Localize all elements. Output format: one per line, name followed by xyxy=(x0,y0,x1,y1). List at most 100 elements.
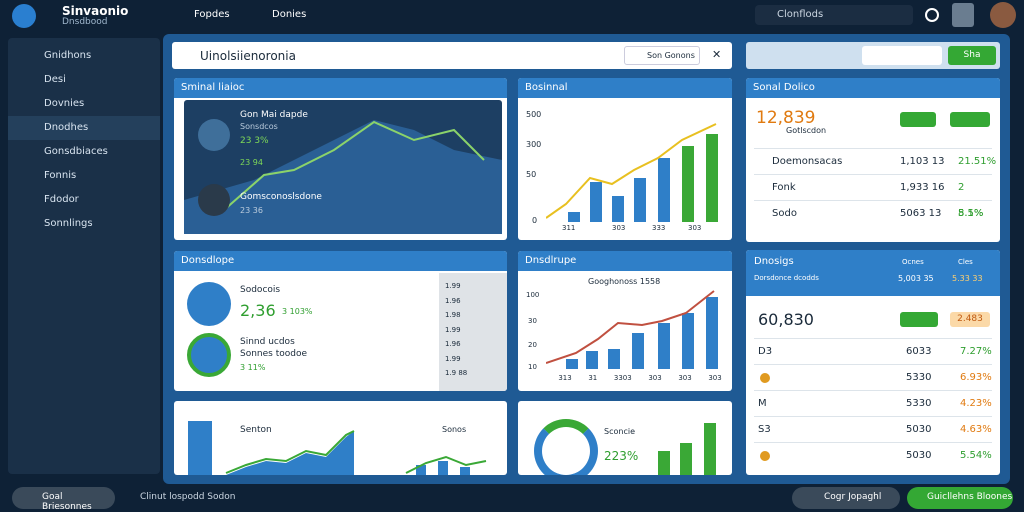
y-tick-label: 10 xyxy=(528,363,537,371)
table-row: D3 6033 7.27% xyxy=(754,338,992,364)
action-button[interactable]: Sha xyxy=(948,46,996,65)
panel-title: Dnsdlrupe xyxy=(518,251,732,271)
cell: 5030 xyxy=(906,450,932,461)
x-axis: 313 31 3303 303 303 303 xyxy=(550,374,730,382)
cell: 5330 xyxy=(906,372,932,383)
button[interactable] xyxy=(900,312,938,327)
donut xyxy=(534,419,598,475)
menu-item[interactable]: Sonnlings xyxy=(44,218,93,229)
menu-item[interactable]: Dovnies xyxy=(44,98,85,109)
change: 3 103% xyxy=(282,307,313,316)
x-tick-label: 3303 xyxy=(613,374,632,382)
bottom-button[interactable]: Guicllehns Bloones xyxy=(907,487,1013,509)
panel: Sconcie 223% xyxy=(518,401,732,475)
cell: 5,003 35 xyxy=(898,274,934,283)
cell: 1,933 16 xyxy=(900,182,945,193)
column-header: Cles xyxy=(958,258,973,266)
cell: 5.54% xyxy=(960,450,992,461)
panel-title: Sminal liaioc xyxy=(174,78,507,98)
cell: 6.93% xyxy=(960,372,992,383)
status-icon[interactable] xyxy=(925,8,939,22)
person-name: Gomsconoslsdone xyxy=(240,192,322,202)
menu-item[interactable]: Gnidhons xyxy=(44,50,92,61)
stat: 23 3% xyxy=(240,136,269,146)
panel-title: Bosinnal xyxy=(518,78,732,98)
button[interactable] xyxy=(900,112,936,127)
logo xyxy=(12,4,36,28)
cell: 4.63% xyxy=(960,424,992,435)
status-text: Clinut lospodd Sodon xyxy=(140,492,236,502)
panel: Dnosigs Ocnes Cles Dorsdonce dcodds 5,00… xyxy=(746,250,1000,475)
panel: Senton Sonos xyxy=(174,401,507,475)
y-tick-label: 300 xyxy=(526,140,542,149)
value: 2,36 xyxy=(240,301,276,320)
column-header: Ocnes xyxy=(902,258,924,266)
list-item: 1.96 xyxy=(445,296,461,305)
action-bar: Sha xyxy=(746,42,1000,69)
panel: Bosinnal 500 300 50 0 311 303 333 303 xyxy=(518,78,732,240)
label: Sonos xyxy=(442,425,467,434)
cell: Sodo xyxy=(772,208,797,219)
nav-item[interactable]: Fopdes xyxy=(194,9,230,20)
donut xyxy=(187,282,231,326)
panel-title: Donsdlope xyxy=(174,251,507,271)
bar-chart xyxy=(546,123,718,222)
close-button[interactable]: ✕ xyxy=(712,48,722,61)
list-item: 1.99 xyxy=(445,325,461,334)
y-tick-label: 50 xyxy=(526,170,537,179)
menu-item[interactable]: Fdodor xyxy=(44,194,79,205)
avatar[interactable] xyxy=(990,2,1016,28)
menu-item[interactable]: Gonsdbiaces xyxy=(44,146,108,157)
menu-item[interactable]: Dnodhes xyxy=(8,116,160,140)
table-row: M 5330 4.23% xyxy=(754,390,992,416)
panel: Sonal Dolico 12,839 Gotlscdon Doemonsaca… xyxy=(746,78,1000,242)
x-tick-label: 313 xyxy=(558,374,572,382)
toolbar-button[interactable]: Son Gonons xyxy=(624,46,700,65)
list-item: 1.99 xyxy=(445,282,461,290)
cell: Doemonsacas xyxy=(772,156,843,167)
panel: Donsdlope Sodocois 2,36 3 103% Sinnd ucd… xyxy=(174,251,507,391)
row-label: Dorsdonce dcodds xyxy=(754,274,819,282)
person-name: Gon Mai dapde xyxy=(240,110,308,120)
input[interactable] xyxy=(862,46,942,65)
x-tick-label: 311 xyxy=(562,224,576,232)
search-box[interactable]: Clonflods xyxy=(755,5,913,25)
cell: 5330 xyxy=(906,398,932,409)
table-row: Sodo 5063 13 5.5% xyxy=(754,200,992,226)
x-tick-label: 303 xyxy=(708,374,722,382)
cell: 2 8.1% xyxy=(958,182,984,219)
cell: 4.23% xyxy=(960,398,992,409)
chart-subtitle: Googhonoss 1558 xyxy=(588,277,661,286)
big-value: 60,830 xyxy=(758,310,814,329)
label: Senton xyxy=(240,425,272,435)
menu-item[interactable]: Fonnis xyxy=(44,170,77,181)
panel-title: Dnosigs xyxy=(754,256,794,267)
menu-item[interactable]: Desi xyxy=(44,74,66,85)
value: 223% xyxy=(604,449,639,463)
sidebar: Gnidhons Desi Dovnies Dnodhes Gonsdbiace… xyxy=(8,38,160,474)
y-tick-label: 20 xyxy=(528,341,537,349)
cell: 1,103 13 xyxy=(900,156,945,167)
table-row: S3 5030 4.63% xyxy=(754,416,992,442)
cell: 5.5% xyxy=(958,208,984,219)
change: 3 11% xyxy=(240,363,266,372)
button[interactable] xyxy=(950,112,990,127)
badge: 2.483 xyxy=(950,312,990,327)
x-tick-label: 303 xyxy=(678,374,692,382)
avatar[interactable] xyxy=(952,3,974,27)
panel: Dnsdlrupe Googhonoss 1558 100 30 20 10 3… xyxy=(518,251,732,391)
bottom-button[interactable]: Goal Briesonnes xyxy=(12,487,115,512)
map-chart xyxy=(184,100,502,234)
table-row: 5330 6.93% xyxy=(754,364,992,390)
donut xyxy=(187,333,231,377)
panel-title: Sonal Dolico xyxy=(746,78,1000,98)
y-tick-label: 500 xyxy=(526,110,542,119)
nav-item[interactable]: Donies xyxy=(272,9,307,20)
list-item: 1.96 xyxy=(445,340,461,348)
cell: 5.33 33 xyxy=(952,274,983,283)
cell: 7.27% xyxy=(960,346,992,357)
bottom-button[interactable]: Cogr Jopaghl xyxy=(792,487,900,509)
cell: Fonk xyxy=(772,182,796,193)
toolbar: Uinolsiienoronia Son Gonons ✕ xyxy=(172,42,732,69)
x-tick-label: 303 xyxy=(612,224,626,232)
